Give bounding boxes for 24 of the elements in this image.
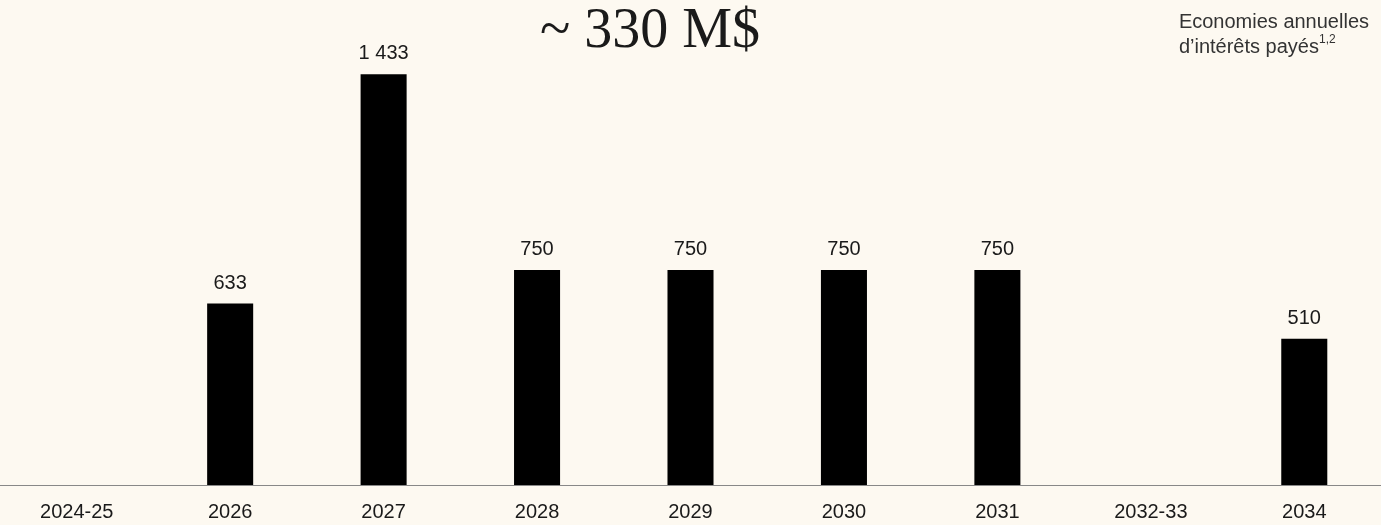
data-label: 750 [827, 237, 861, 259]
bar [667, 270, 714, 485]
data-label: 1 433 [358, 41, 409, 64]
x-tick-label: 2032-33 [1114, 500, 1188, 522]
data-label: 750 [673, 237, 708, 259]
x-tick-label: 2031 [975, 500, 1020, 522]
bar [974, 270, 1021, 485]
x-tick-label: 2030 [821, 500, 867, 522]
x-tick-label: 2034 [1282, 500, 1327, 522]
bar [820, 270, 867, 485]
x-tick-label: 2027 [361, 500, 406, 522]
bar [514, 270, 561, 485]
data-label: 510 [1287, 305, 1321, 328]
bar [360, 74, 407, 485]
x-tick-label: 2029 [668, 500, 713, 522]
bar [207, 303, 254, 485]
x-tick-label: 2026 [207, 500, 253, 522]
bar [1281, 338, 1328, 485]
data-label: 750 [980, 237, 1015, 259]
data-label: 750 [520, 237, 554, 259]
x-tick-label: 2024-25 [40, 500, 114, 522]
data-label: 633 [213, 270, 247, 293]
x-tick-label: 2028 [514, 500, 560, 522]
text: ~ 330 M$ [540, 0, 761, 59]
